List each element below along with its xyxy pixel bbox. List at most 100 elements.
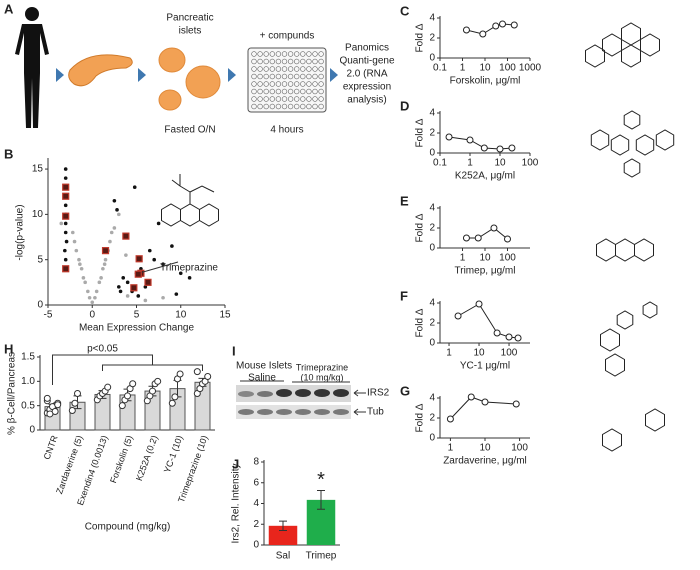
- annotation: p<0.05: [87, 344, 118, 355]
- well: [257, 103, 263, 110]
- well: [306, 96, 312, 102]
- point: [504, 235, 511, 243]
- point: [152, 257, 156, 262]
- well: [263, 66, 269, 72]
- islets-label: Pancreatic: [166, 13, 213, 24]
- x-axis-label: Compound (mg/kg): [85, 522, 171, 533]
- y-tick-label: 0.5: [21, 400, 35, 411]
- assay-label: Quanti-gene: [339, 56, 394, 67]
- well: [294, 51, 300, 57]
- highlight-point: [135, 255, 143, 263]
- annotation-line: [141, 261, 179, 273]
- well: [281, 58, 288, 65]
- well: [306, 103, 312, 110]
- point: [83, 280, 87, 285]
- point: [93, 295, 97, 300]
- x-tick-label: 100: [499, 253, 516, 264]
- point: [63, 257, 68, 262]
- highlight-point: [122, 232, 130, 240]
- point: [86, 289, 90, 294]
- drug-label: (10 mg/kg): [300, 372, 343, 382]
- chemical-structure: [180, 203, 200, 227]
- well: [300, 73, 306, 80]
- point: [156, 221, 161, 226]
- well: [312, 103, 318, 110]
- x-tick-label: -5: [44, 310, 53, 321]
- well: [251, 96, 257, 102]
- point: [125, 280, 130, 285]
- point: [493, 329, 501, 337]
- line: [450, 396, 517, 420]
- x-tick-label: YC-1 (10): [162, 434, 185, 474]
- y-tick-label: 0: [429, 148, 435, 159]
- well: [306, 58, 312, 65]
- panel-label: F: [400, 288, 408, 303]
- point: [90, 300, 95, 305]
- point: [445, 133, 453, 141]
- well: [281, 88, 288, 95]
- y-axis-label: Fold Δ: [415, 23, 426, 52]
- point: [174, 292, 179, 296]
- highlight-point: [134, 270, 142, 278]
- x-tick-label: 1: [446, 348, 452, 359]
- point: [187, 276, 192, 280]
- well: [269, 103, 275, 110]
- line: [466, 23, 515, 35]
- y-tick-label: 5: [37, 254, 43, 265]
- well: [269, 81, 275, 87]
- highlight-point: [62, 212, 70, 220]
- well: [318, 88, 324, 95]
- well: [275, 88, 282, 95]
- chemical-structure: [602, 33, 622, 57]
- x-tick-label: 100: [522, 158, 539, 169]
- well: [257, 51, 263, 57]
- well: [312, 96, 318, 102]
- x-tick-label: 100: [499, 63, 516, 74]
- y-tick-label: 2: [429, 128, 435, 139]
- panel-label: E: [400, 193, 409, 208]
- well: [287, 73, 294, 80]
- x-tick-label: Trimep: [306, 551, 337, 562]
- point: [147, 248, 152, 253]
- x-axis-label: Forskolin, μg/ml: [450, 76, 521, 87]
- y-tick-label: 0: [29, 425, 35, 436]
- well: [269, 66, 275, 72]
- x-tick-label: 0: [89, 310, 95, 321]
- well: [294, 73, 300, 80]
- assay-label: expression: [343, 82, 391, 93]
- x-tick-label: Forskolin (5): [108, 434, 135, 484]
- y-tick-label: 0: [429, 243, 435, 254]
- x-axis-label: Zardaverine, μg/ml: [443, 456, 527, 467]
- annotation: *: [317, 469, 325, 491]
- point: [508, 144, 516, 152]
- well: [281, 51, 288, 57]
- point: [505, 333, 513, 341]
- well: [281, 103, 288, 110]
- y-tick-label: 1.5: [21, 352, 35, 363]
- x-tick-label: Zardaverine (5): [54, 434, 84, 495]
- well: [269, 51, 275, 57]
- x-tick-label: Sal: [276, 551, 290, 562]
- point: [78, 262, 82, 267]
- x-tick-label: 10: [494, 158, 506, 169]
- point: [63, 203, 68, 208]
- y-axis-label: Irs2, Rel. Intensity: [231, 463, 242, 543]
- y-tick-label: 0: [429, 433, 435, 444]
- panel-label: I: [232, 343, 236, 358]
- x-tick-label: 0.1: [433, 158, 447, 169]
- chemical-structure: [602, 428, 622, 452]
- well: [275, 51, 282, 57]
- point: [117, 285, 121, 289]
- data-point: [193, 368, 201, 376]
- well: [269, 96, 275, 102]
- point: [475, 300, 483, 308]
- well: [275, 66, 282, 72]
- data-point: [124, 392, 131, 400]
- point: [467, 393, 475, 401]
- point: [115, 208, 119, 212]
- point: [161, 262, 165, 267]
- assay-label: analysis): [347, 95, 386, 106]
- y-tick-label: 4: [429, 203, 435, 214]
- point: [101, 266, 105, 271]
- chemical-structure: [655, 129, 675, 151]
